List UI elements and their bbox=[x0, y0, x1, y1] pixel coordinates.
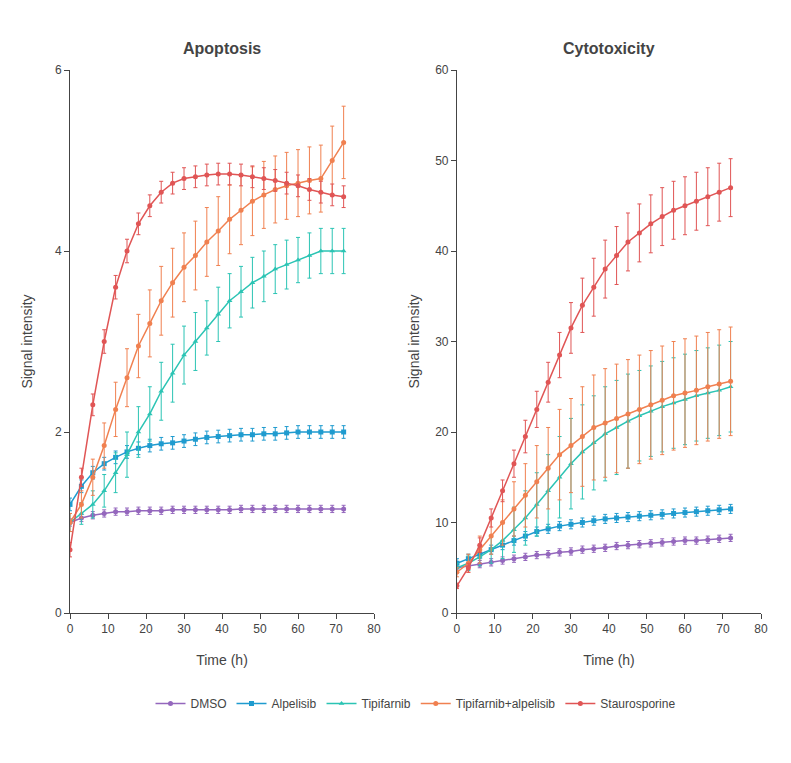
svg-text:40: 40 bbox=[602, 622, 616, 636]
svg-text:Alpelisib: Alpelisib bbox=[272, 697, 317, 711]
svg-text:60: 60 bbox=[291, 622, 305, 636]
svg-text:80: 80 bbox=[367, 622, 381, 636]
svg-text:Tipifarnib: Tipifarnib bbox=[362, 697, 411, 711]
svg-text:40: 40 bbox=[435, 244, 449, 258]
svg-text:0: 0 bbox=[67, 622, 74, 636]
svg-text:Staurosporine: Staurosporine bbox=[600, 697, 675, 711]
svg-text:DMSO: DMSO bbox=[191, 697, 227, 711]
svg-text:30: 30 bbox=[177, 622, 191, 636]
svg-text:70: 70 bbox=[329, 622, 343, 636]
svg-text:20: 20 bbox=[435, 425, 449, 439]
svg-text:0: 0 bbox=[454, 622, 461, 636]
svg-text:0: 0 bbox=[55, 606, 62, 620]
svg-text:6: 6 bbox=[55, 63, 62, 77]
svg-text:50: 50 bbox=[640, 622, 654, 636]
svg-text:50: 50 bbox=[253, 622, 267, 636]
svg-text:Signal intensity: Signal intensity bbox=[19, 294, 35, 388]
svg-text:Tipifarnib+alpelisib: Tipifarnib+alpelisib bbox=[456, 697, 556, 711]
svg-text:10: 10 bbox=[488, 622, 502, 636]
svg-text:Time (h): Time (h) bbox=[196, 652, 248, 668]
svg-text:10: 10 bbox=[435, 516, 449, 530]
svg-text:20: 20 bbox=[139, 622, 153, 636]
svg-text:Apoptosis: Apoptosis bbox=[183, 40, 261, 57]
svg-text:2: 2 bbox=[55, 425, 62, 439]
svg-text:Cytotoxicity: Cytotoxicity bbox=[563, 40, 655, 57]
svg-text:30: 30 bbox=[564, 622, 578, 636]
svg-text:30: 30 bbox=[435, 335, 449, 349]
svg-text:0: 0 bbox=[442, 606, 449, 620]
svg-text:Signal intensity: Signal intensity bbox=[406, 294, 422, 388]
svg-text:80: 80 bbox=[754, 622, 768, 636]
svg-text:20: 20 bbox=[526, 622, 540, 636]
svg-text:60: 60 bbox=[435, 63, 449, 77]
svg-text:4: 4 bbox=[55, 244, 62, 258]
svg-text:60: 60 bbox=[678, 622, 692, 636]
svg-text:70: 70 bbox=[716, 622, 730, 636]
svg-text:40: 40 bbox=[215, 622, 229, 636]
svg-text:Time (h): Time (h) bbox=[583, 652, 635, 668]
svg-text:50: 50 bbox=[435, 154, 449, 168]
svg-text:10: 10 bbox=[101, 622, 115, 636]
